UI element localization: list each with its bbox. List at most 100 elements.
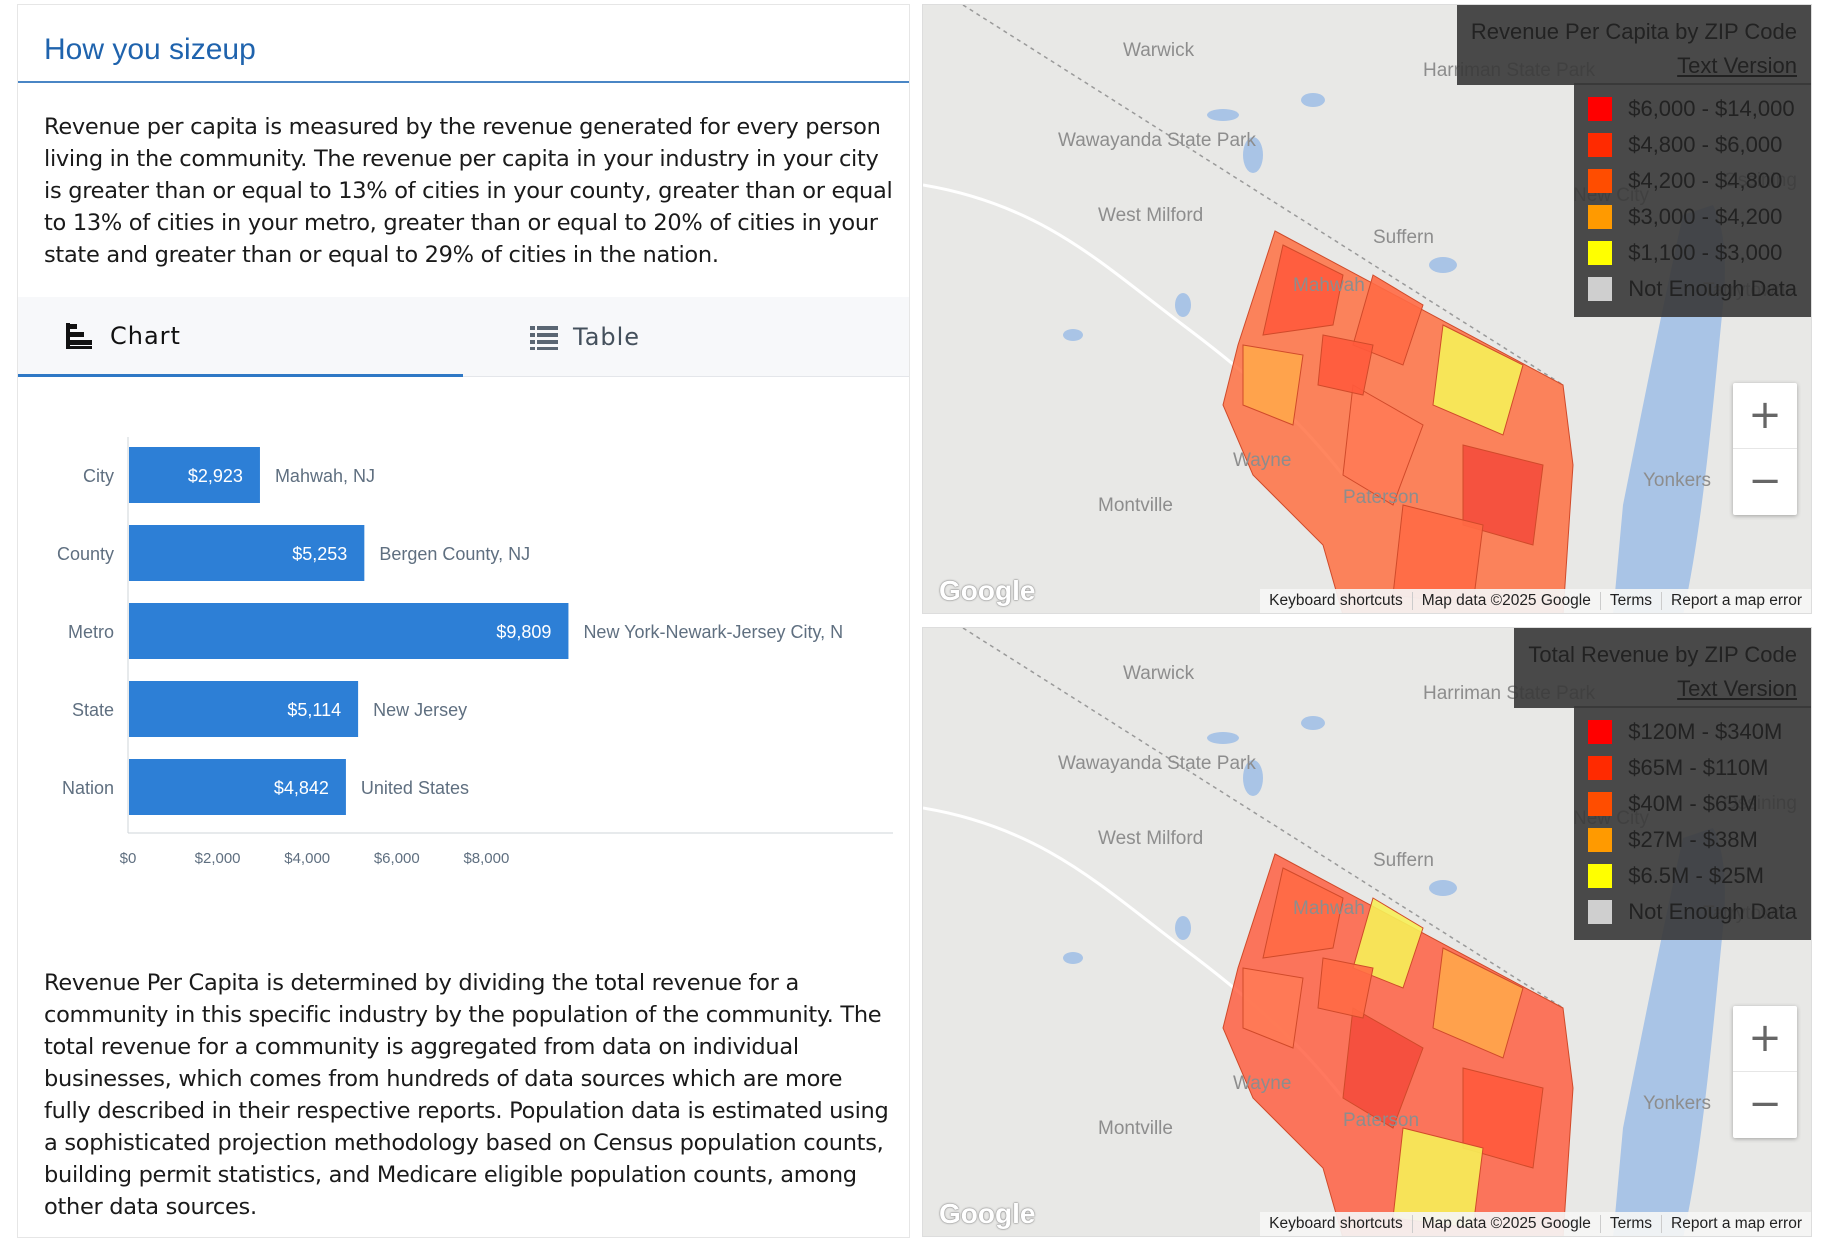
tab-table[interactable]: Table xyxy=(463,297,909,377)
map-data-credit: Map data ©2025 Google xyxy=(1413,1215,1601,1233)
legend-item: $1,100 - $3,000 xyxy=(1588,235,1797,271)
bar[interactable] xyxy=(129,447,260,503)
zip-region[interactable] xyxy=(1432,947,1524,1059)
bar[interactable] xyxy=(129,603,569,659)
report-error-link[interactable]: Report a map error xyxy=(1671,592,1802,609)
report-error-link[interactable]: Report a map error xyxy=(1671,1215,1802,1232)
zip-region[interactable] xyxy=(1262,867,1344,959)
legend-label: $27M - $38M xyxy=(1628,827,1758,852)
keyboard-shortcuts-link[interactable]: Keyboard shortcuts xyxy=(1260,592,1413,610)
methodology-paragraph: Revenue Per Capita is determined by divi… xyxy=(44,970,889,1220)
map-legend: $120M - $340M $65M - $110M $40M - $65M $27M… xyxy=(1574,706,1811,940)
sizeup-panel: How you sizeup Revenue per capita is mea… xyxy=(17,4,910,1238)
legend-swatch xyxy=(1588,720,1613,744)
zip-region[interactable] xyxy=(1462,1067,1544,1169)
zip-region[interactable] xyxy=(1317,957,1374,1019)
tab-table-label: Table xyxy=(573,323,641,351)
panel-header: How you sizeup xyxy=(18,5,909,83)
zoom-control: + − xyxy=(1733,1006,1797,1138)
map-canvas[interactable] xyxy=(923,628,1812,1237)
map-attribution: Keyboard shortcuts Map data ©2025 Google… xyxy=(1260,589,1811,613)
bar[interactable] xyxy=(129,525,365,581)
zip-region[interactable] xyxy=(1262,244,1344,336)
map-legend-header: Total Revenue by ZIP Code Text Version xyxy=(1514,628,1811,708)
zoom-in-button[interactable]: + xyxy=(1733,1006,1797,1072)
legend-label: $6,000 - $14,000 xyxy=(1628,96,1795,121)
category-label: State xyxy=(72,700,114,720)
zoom-out-button[interactable]: − xyxy=(1748,458,1782,504)
state-border xyxy=(962,5,1564,386)
zip-region[interactable] xyxy=(1352,274,1424,366)
google-logo[interactable]: Google xyxy=(939,575,1036,606)
category-label: Metro xyxy=(68,622,114,642)
map-place-label: Paterson xyxy=(1343,1110,1420,1131)
legend-swatch xyxy=(1588,133,1613,157)
tab-chart[interactable]: Chart xyxy=(18,297,463,377)
google-logo[interactable]: Google xyxy=(939,1198,1036,1229)
place-label: Bergen County, NJ xyxy=(379,544,530,564)
text-version-link[interactable]: Text Version xyxy=(1677,676,1797,701)
lake xyxy=(1243,760,1263,796)
lake xyxy=(1175,293,1191,317)
legend-label: $120M - $340M xyxy=(1628,719,1783,744)
map-legend: $6,000 - $14,000 $4,800 - $6,000 $4,200 - … xyxy=(1574,83,1811,317)
legend-swatch xyxy=(1588,97,1613,121)
map-place-label: Mahwah xyxy=(1293,275,1365,296)
zip-region[interactable] xyxy=(1342,384,1424,506)
bar-value-label: $4,842 xyxy=(274,778,329,798)
lake xyxy=(1207,109,1239,121)
legend-label: $40M - $65M xyxy=(1628,791,1758,816)
state-border xyxy=(962,628,1564,1009)
zip-region[interactable] xyxy=(1432,324,1524,436)
map-canvas[interactable] xyxy=(923,5,1812,614)
list-icon xyxy=(529,322,559,352)
map-title: Total Revenue by ZIP Code xyxy=(1528,642,1797,667)
zip-region[interactable] xyxy=(1342,1007,1424,1129)
bar[interactable] xyxy=(129,759,346,815)
lake xyxy=(1429,257,1457,273)
legend-swatch xyxy=(1588,205,1613,229)
lake xyxy=(1301,93,1325,107)
lake xyxy=(1429,880,1457,896)
x-tick-label: $6,000 xyxy=(374,850,420,867)
zip-region[interactable] xyxy=(1352,897,1424,989)
bar-value-label: $5,114 xyxy=(287,700,341,720)
zip-region[interactable] xyxy=(1242,967,1304,1049)
legend-label: $3,000 - $4,200 xyxy=(1628,204,1783,229)
lake xyxy=(1063,329,1083,341)
legend-swatch xyxy=(1588,756,1613,780)
bar[interactable] xyxy=(129,681,359,737)
legend-label: Not Enough Data xyxy=(1628,276,1797,301)
legend-swatch xyxy=(1588,792,1613,816)
lake xyxy=(1301,716,1325,730)
total-revenue-map[interactable]: Warwick Harriman State Park Wawayanda Stat… xyxy=(922,627,1812,1237)
lake xyxy=(1243,137,1263,173)
legend-label: $6.5M - $25M xyxy=(1628,863,1764,888)
zip-region[interactable] xyxy=(1462,444,1544,546)
terms-link[interactable]: Terms xyxy=(1601,592,1663,610)
legend-swatch xyxy=(1588,900,1613,924)
map-place-label: Yonkers xyxy=(1643,1093,1711,1114)
intro-paragraph: Revenue per capita is measured by the re… xyxy=(44,114,893,268)
map-legend-header: Revenue Per Capita by ZIP Code Text Vers… xyxy=(1456,5,1811,85)
bar-value-label: $9,809 xyxy=(496,622,551,642)
map-place-label: Warwick xyxy=(1123,40,1195,61)
zip-region[interactable] xyxy=(1317,334,1374,396)
zoom-in-button[interactable]: + xyxy=(1733,383,1797,449)
terms-link[interactable]: Terms xyxy=(1601,1215,1663,1233)
map-place-label: Montville xyxy=(1098,495,1173,516)
zip-region[interactable] xyxy=(1242,344,1304,426)
bar-chart-icon xyxy=(64,321,94,351)
legend-item: $40M - $65M xyxy=(1588,786,1797,822)
zoom-out-button[interactable]: − xyxy=(1748,1081,1782,1127)
text-version-link[interactable]: Text Version xyxy=(1677,53,1797,78)
legend-swatch xyxy=(1588,241,1613,265)
legend-swatch xyxy=(1588,864,1613,888)
map-place-label: Wayne xyxy=(1233,1073,1292,1094)
legend-label: $1,100 - $3,000 xyxy=(1628,240,1783,265)
legend-item: $3,000 - $4,200 xyxy=(1588,199,1797,235)
legend-label: $65M - $110M xyxy=(1628,755,1769,780)
keyboard-shortcuts-link[interactable]: Keyboard shortcuts xyxy=(1260,1215,1413,1233)
view-tabs: Chart Table xyxy=(18,297,909,377)
